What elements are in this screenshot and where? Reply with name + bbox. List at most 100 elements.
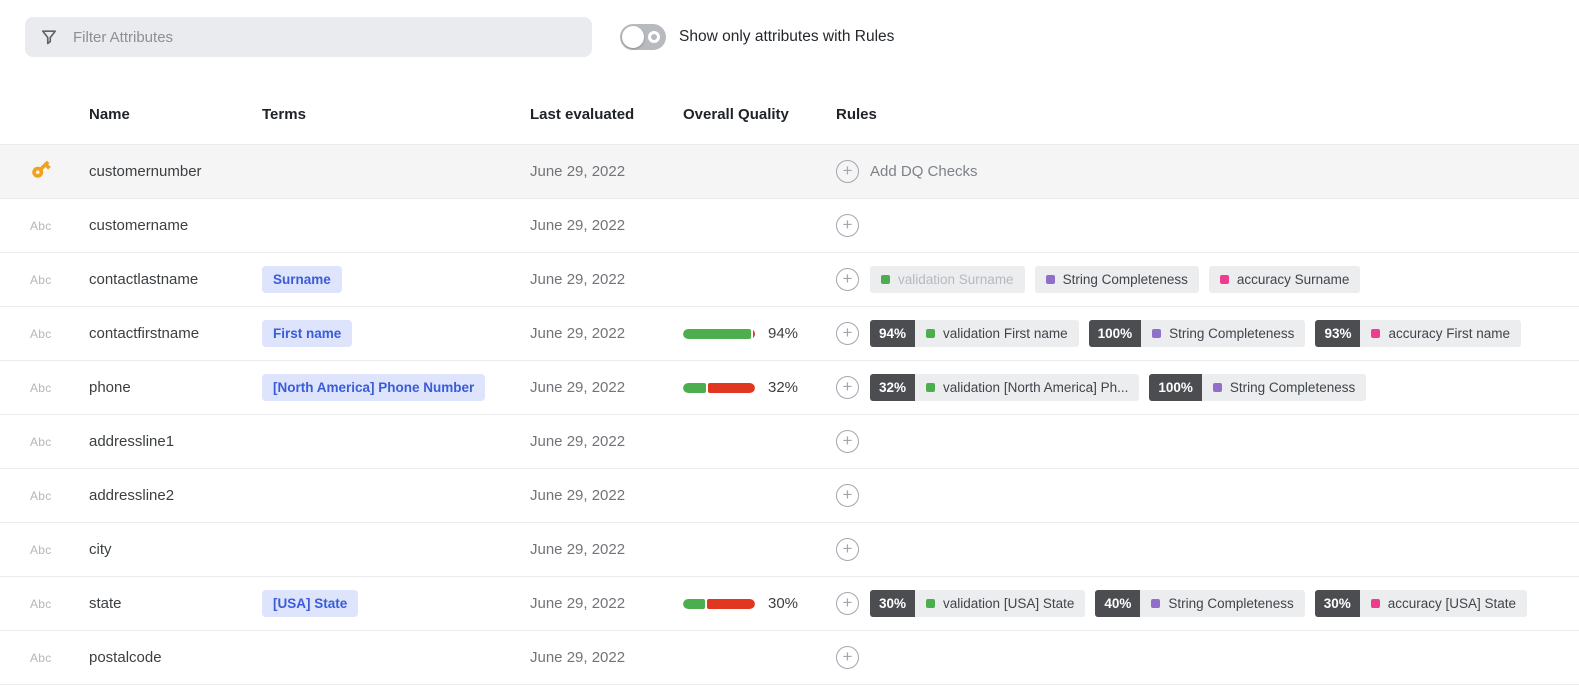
rule-chip[interactable]: 94% validation First name — [870, 320, 1079, 347]
last-evaluated-date: June 29, 2022 — [530, 433, 626, 450]
term-pill[interactable]: [USA] State — [262, 590, 359, 617]
filter-funnel-icon — [39, 27, 59, 47]
rule-chip-list: 94% validation First name 100% String Co… — [870, 320, 1522, 347]
table-row[interactable]: Abc state [USA] State June 29, 2022 30% … — [0, 577, 1579, 631]
table-row[interactable]: Abc addressline2 June 29, 2022 + — [0, 469, 1579, 523]
rules-cell: + — [836, 484, 1579, 507]
quality-bar — [683, 382, 755, 393]
table-row[interactable]: Abc addressline1 June 29, 2022 + — [0, 415, 1579, 469]
rule-chip-body: accuracy Surname — [1209, 272, 1361, 287]
add-rule-button[interactable]: + — [836, 268, 859, 291]
rule-chip-body: validation [USA] State — [915, 596, 1085, 611]
add-rule-button[interactable]: + — [836, 538, 859, 561]
attribute-name-link[interactable]: addressline1 — [89, 432, 175, 451]
rules-filter-toggle[interactable] — [620, 24, 666, 50]
rule-chip[interactable]: accuracy Surname — [1208, 266, 1361, 293]
filter-attributes-input[interactable] — [25, 17, 592, 57]
filter-attributes-field[interactable] — [71, 27, 578, 47]
last-evaluated-cell: June 29, 2022 — [530, 487, 683, 504]
rules-cell: + — [836, 646, 1579, 669]
rule-chip[interactable]: 30% accuracy [USA] State — [1314, 590, 1528, 617]
add-rule-button[interactable]: + — [836, 160, 859, 183]
rule-chip[interactable]: validation Surname — [870, 266, 1025, 293]
rule-chip-body: String Completeness — [1202, 380, 1366, 395]
rule-label: String Completeness — [1062, 272, 1188, 287]
rule-type-dot-purple — [1151, 599, 1161, 608]
rule-chip-body: validation [North America] Ph... — [915, 380, 1139, 395]
rule-type-dot-pink — [1370, 599, 1380, 608]
add-rule-button[interactable]: + — [836, 430, 859, 453]
last-evaluated-date: June 29, 2022 — [530, 487, 626, 504]
table-row[interactable]: Abc customername June 29, 2022 + — [0, 199, 1579, 253]
rule-chip[interactable]: 100% String Completeness — [1088, 320, 1306, 347]
header-overall-quality: Overall Quality — [683, 106, 789, 123]
last-evaluated-date: June 29, 2022 — [530, 541, 626, 558]
rule-chip[interactable]: 93% accuracy First name — [1315, 320, 1522, 347]
add-rule-button[interactable]: + — [836, 376, 859, 399]
attribute-name-link[interactable]: state — [89, 594, 122, 613]
rules-cell: + 30% validation [USA] State 40% String … — [836, 590, 1579, 617]
terms-cell: [USA] State — [262, 590, 530, 617]
rule-chip[interactable]: String Completeness — [1034, 266, 1199, 293]
rule-type-dot-green — [881, 275, 890, 284]
table-row[interactable]: Abc phone [North America] Phone Number J… — [0, 361, 1579, 415]
rule-chip[interactable]: 32% validation [North America] Ph... — [870, 374, 1140, 401]
toggle-knob — [622, 26, 644, 48]
name-cell: customernumber — [89, 162, 262, 181]
rule-score-badge: 30% — [870, 590, 916, 617]
attribute-name-link[interactable]: phone — [89, 378, 131, 397]
rule-chip[interactable]: 100% String Completeness — [1149, 374, 1367, 401]
add-rule-button[interactable]: + — [836, 646, 859, 669]
name-cell: state — [89, 594, 262, 613]
rule-label: validation First name — [943, 326, 1068, 341]
attribute-name-link[interactable]: customername — [89, 216, 189, 235]
attribute-name-link[interactable]: addressline2 — [89, 486, 175, 505]
last-evaluated-cell: June 29, 2022 — [530, 541, 683, 558]
table-row[interactable]: Abc postalcode June 29, 2022 + — [0, 631, 1579, 685]
add-rule-button[interactable]: + — [836, 484, 859, 507]
rule-chip[interactable]: 30% validation [USA] State — [870, 590, 1086, 617]
term-pill[interactable]: Surname — [262, 266, 342, 293]
type-icon-cell: Abc — [25, 541, 89, 559]
rule-chip-body: validation Surname — [870, 272, 1025, 287]
rule-chip-body: validation First name — [915, 326, 1079, 341]
rules-filter-control: Show only attributes with Rules — [620, 24, 894, 50]
table-row[interactable]: Abc city June 29, 2022 + — [0, 523, 1579, 577]
table-row[interactable]: customernumber June 29, 2022 + Add DQ Ch… — [0, 145, 1579, 199]
header-last-evaluated: Last evaluated — [530, 106, 635, 123]
add-rule-button[interactable]: + — [836, 592, 859, 615]
type-icon-cell: Abc — [25, 595, 89, 613]
rule-label: validation [North America] Ph... — [943, 380, 1129, 395]
attribute-name-link[interactable]: city — [89, 540, 112, 559]
term-pill[interactable]: [North America] Phone Number — [262, 374, 486, 401]
top-toolbar: Show only attributes with Rules — [0, 0, 1579, 57]
add-rule-button[interactable]: + — [836, 322, 859, 345]
abc-icon: Abc — [30, 596, 52, 611]
terms-cell: [North America] Phone Number — [262, 374, 530, 401]
last-evaluated-date: June 29, 2022 — [530, 217, 626, 234]
attribute-name-link[interactable]: customernumber — [89, 162, 202, 181]
table-row[interactable]: Abc contactfirstname First name June 29,… — [0, 307, 1579, 361]
rule-chip[interactable]: 40% String Completeness — [1095, 590, 1305, 617]
quality-bar-green — [683, 328, 751, 339]
rule-chip-list: 32% validation [North America] Ph... 100… — [870, 374, 1367, 401]
term-pill[interactable]: First name — [262, 320, 353, 347]
add-dq-checks-label[interactable]: Add DQ Checks — [870, 163, 978, 180]
attribute-name-link[interactable]: contactfirstname — [89, 324, 200, 343]
rule-type-dot-pink — [1371, 329, 1381, 338]
attribute-table: Name Terms Last evaluated Overall Qualit… — [0, 57, 1579, 685]
terms-cell: First name — [262, 320, 530, 347]
attribute-table-body: customernumber June 29, 2022 + Add DQ Ch… — [0, 145, 1579, 685]
name-cell: phone — [89, 378, 262, 397]
attribute-name-link[interactable]: postalcode — [89, 648, 162, 667]
table-header-row: Name Terms Last evaluated Overall Qualit… — [0, 57, 1579, 145]
rule-label: validation Surname — [898, 272, 1014, 287]
table-row[interactable]: Abc contactlastname Surname June 29, 202… — [0, 253, 1579, 307]
last-evaluated-date: June 29, 2022 — [530, 163, 626, 180]
type-icon-cell: Abc — [25, 379, 89, 397]
add-rule-button[interactable]: + — [836, 214, 859, 237]
quality-bar — [683, 598, 755, 609]
rule-label: accuracy First name — [1388, 326, 1511, 341]
rules-cell: + Add DQ Checks — [836, 160, 1579, 183]
attribute-name-link[interactable]: contactlastname — [89, 270, 199, 289]
